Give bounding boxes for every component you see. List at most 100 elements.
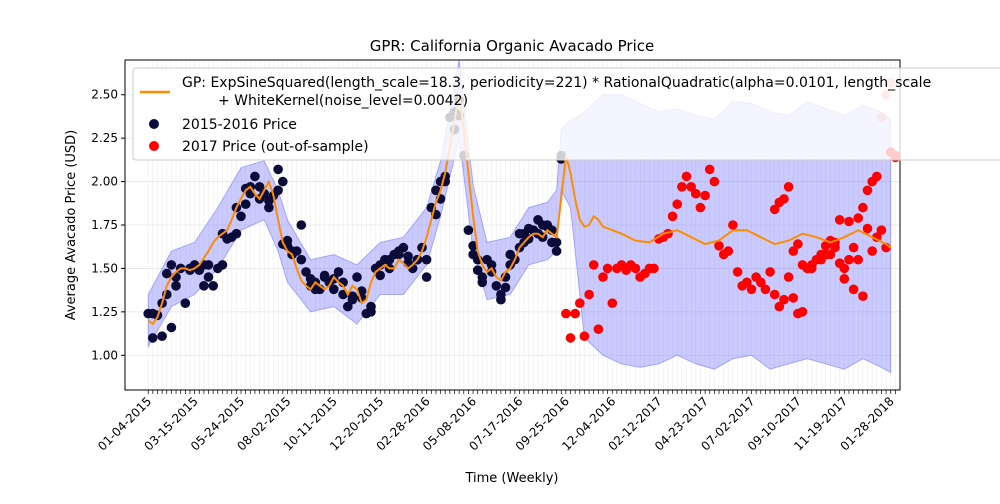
point-2017 (714, 241, 724, 251)
point-2015-2016 (236, 211, 246, 222)
point-2015-2016 (319, 270, 330, 281)
y-ticks-layer: 1.00 1.25 1.50 1.75 2.00 2.25 2.50 (91, 88, 125, 362)
chart-title: GPR: California Organic Avacado Price (370, 37, 655, 55)
point-2017 (570, 308, 580, 319)
y-tick-label: 1.25 (91, 305, 118, 319)
point-2017 (783, 182, 794, 192)
y-axis-label: Average Avacado Price (USD) (64, 130, 79, 321)
point-2017 (793, 239, 803, 249)
point-2015-2016 (301, 267, 311, 277)
point-2015-2016 (472, 265, 483, 276)
point-2017 (728, 220, 738, 230)
point-2015-2016 (180, 298, 191, 309)
point-2015-2016 (166, 322, 177, 333)
point-2017 (872, 171, 882, 182)
point-2015-2016 (477, 277, 488, 288)
gp-mean-line (147, 94, 892, 326)
legend-2017-swatch (149, 141, 159, 151)
point-2015-2016 (421, 254, 432, 265)
point-2017 (765, 267, 775, 277)
point-2015-2016 (403, 251, 413, 262)
point-2015-2016 (496, 294, 506, 305)
point-2015-2016 (491, 281, 502, 291)
point-2017 (672, 199, 682, 209)
point-2015-2016 (171, 281, 181, 291)
point-2015-2016 (468, 249, 478, 260)
point-2015-2016 (273, 185, 283, 196)
y-tick-label: 1.75 (91, 218, 118, 232)
point-2017 (686, 182, 696, 192)
point-2017 (876, 225, 887, 235)
legend-gp-label: GP: ExpSineSquared(length_scale=18.3, pe… (182, 75, 931, 91)
point-2015-2016 (231, 228, 242, 239)
point-2015-2016 (282, 235, 293, 246)
point-2017 (742, 277, 752, 288)
point-2015-2016 (431, 185, 441, 196)
legend: GP: ExpSineSquared(length_scale=18.3, pe… (132, 67, 1000, 161)
point-2015-2016 (468, 241, 478, 251)
point-2017 (630, 263, 641, 274)
point-2017 (732, 267, 743, 277)
y-tick-label: 2.00 (91, 175, 118, 189)
point-2015-2016 (254, 182, 265, 192)
point-2017 (704, 164, 715, 175)
point-2017 (723, 246, 734, 256)
legend-2015-2016-label: 2015-2016 Price (182, 117, 297, 133)
mean-line-layer (147, 94, 892, 326)
point-2017 (769, 289, 780, 300)
point-2017 (681, 171, 692, 182)
point-2017 (825, 249, 836, 260)
point-2015-2016 (162, 268, 172, 279)
point-2017 (797, 260, 808, 270)
legend-2017-label: 2017 Price (out-of-sample) (182, 139, 369, 155)
point-2017 (649, 263, 659, 274)
point-2017 (588, 260, 599, 270)
point-2017 (774, 301, 785, 312)
y-tick-label: 2.50 (91, 88, 118, 102)
point-2017 (867, 246, 877, 256)
point-2015-2016 (148, 308, 158, 319)
y-tick-label: 1.50 (91, 261, 118, 275)
point-2017 (844, 254, 854, 265)
point-2017 (598, 272, 608, 282)
point-2015-2016 (329, 284, 339, 295)
point-2015-2016 (264, 202, 274, 213)
point-2015-2016 (333, 267, 344, 277)
point-2017 (746, 284, 757, 295)
point-2017 (769, 204, 780, 215)
point-2015-2016 (203, 272, 214, 282)
point-2017 (760, 284, 771, 295)
point-2015-2016 (273, 164, 283, 175)
point-2017 (779, 294, 789, 305)
point-2015-2016 (343, 301, 353, 312)
point-2015-2016 (240, 199, 251, 209)
point-2017 (602, 263, 613, 274)
point-2017 (565, 333, 576, 343)
point-2015-2016 (347, 291, 358, 302)
point-2017 (677, 182, 687, 192)
point-2017 (584, 289, 594, 300)
legend-gp-label-line2: + WhiteKernel(noise_level=0.0042) (218, 93, 468, 109)
point-2015-2016 (463, 225, 474, 235)
point-2017 (848, 284, 859, 295)
point-2017 (695, 202, 706, 213)
point-2015-2016 (500, 282, 511, 293)
point-2015-2016 (278, 176, 288, 187)
point-2015-2016 (305, 274, 316, 284)
point-2017 (862, 223, 873, 234)
point-2017 (807, 263, 817, 274)
point-2017 (691, 188, 701, 199)
point-2017 (756, 277, 766, 288)
point-2015-2016 (199, 281, 209, 291)
point-2015-2016 (421, 272, 432, 282)
point-2017 (839, 263, 850, 274)
point-2017 (839, 274, 850, 284)
point-2015-2016 (166, 260, 177, 270)
point-2017 (853, 213, 863, 223)
point-2017 (607, 298, 618, 309)
point-2017 (797, 307, 808, 317)
point-2017 (779, 194, 789, 204)
point-2015-2016 (551, 237, 562, 248)
